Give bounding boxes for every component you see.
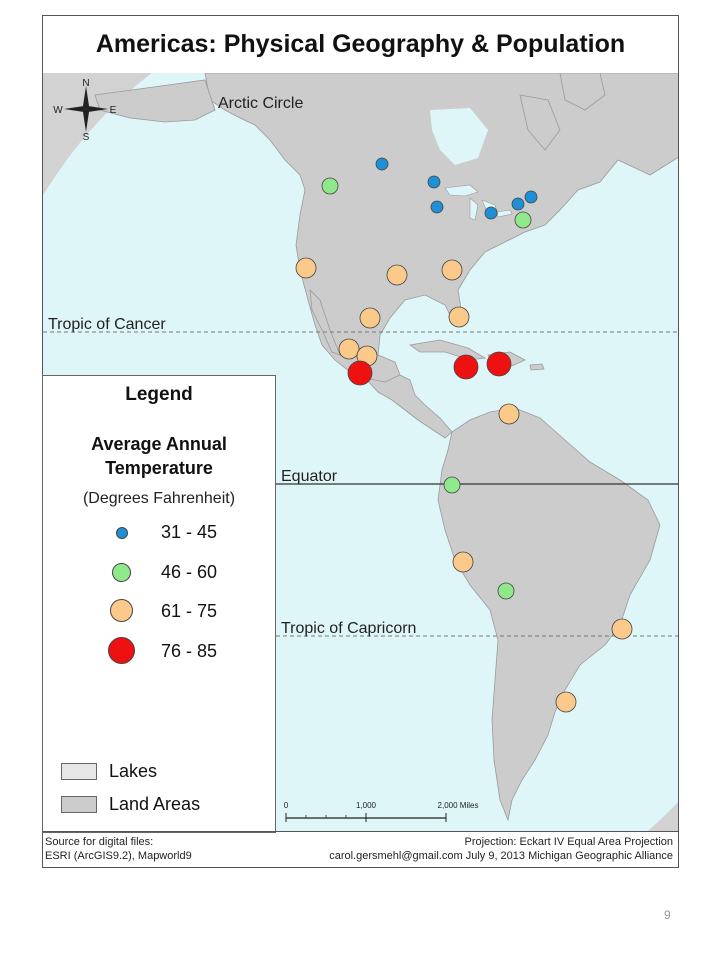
legend-class-label: 46 - 60 (161, 562, 218, 582)
legend-subtitle-line1: Average Annual (91, 434, 227, 454)
north-america-landmass (204, 73, 678, 387)
compass-s: S (83, 132, 90, 143)
credit-text: carol.gersmehl@gmail.com July 9, 2013 Mi… (329, 850, 673, 862)
point-hot (453, 354, 479, 380)
legend-class-row: 46 - 60 (43, 560, 275, 590)
compass-e: E (110, 105, 117, 116)
scale-label-2000: 2,000 Miles (438, 801, 479, 810)
legend-unit: (Degrees Fahrenheit) (82, 490, 236, 507)
point-cool (497, 582, 515, 600)
point-warm (498, 403, 520, 425)
scale-bar: 0 1,000 2,000 Miles (284, 801, 479, 822)
baffin-island (519, 94, 561, 151)
alaska-landmass (94, 79, 216, 123)
tropic-of-cancer-label: Tropic of Cancer (48, 316, 166, 333)
arctic-islands (559, 73, 606, 111)
point-warm (386, 264, 408, 286)
legend-symbol-hot (108, 637, 135, 664)
point-cool (514, 211, 532, 229)
legend-class-row: 31 - 45 (43, 520, 275, 550)
page-number: 9 (664, 908, 671, 922)
point-cold (524, 190, 538, 204)
puerto-rico-island (529, 363, 545, 371)
point-cool (443, 476, 461, 494)
source-line1: Source for digital files: (45, 836, 154, 848)
source-block: Source for digital files: ESRI (ArcGIS9.… (45, 835, 192, 863)
point-warm (611, 618, 633, 640)
point-warm (295, 257, 317, 279)
legend-class-label: 61 - 75 (161, 601, 218, 621)
credit-block: Projection: Eckart IV Equal Area Project… (329, 835, 673, 863)
legend-title: Legend (125, 384, 193, 405)
legend-subtitle-line2: Temperature (105, 458, 213, 478)
south-america-landmass (437, 407, 661, 822)
legend-symbol-warm (110, 599, 133, 622)
legend-class-row: 61 - 75 (43, 598, 275, 628)
point-warm (441, 259, 463, 281)
point-warm (448, 306, 470, 328)
point-cold (430, 200, 444, 214)
equator-label: Equator (281, 468, 338, 485)
legend-land-label: Land Areas (109, 794, 201, 814)
source-line2: ESRI (ArcGIS9.2), Mapworld9 (45, 850, 192, 862)
legend-lakes-label: Lakes (109, 761, 158, 781)
legend-box: Legend Average Annual Temperature (Degre… (42, 375, 276, 833)
legend-symbol-cool (112, 563, 131, 582)
scale-label-1000: 1,000 (356, 801, 377, 810)
point-hot (486, 351, 512, 377)
compass-n: N (82, 78, 89, 89)
legend-lakes-swatch (61, 763, 97, 780)
projection-text: Projection: Eckart IV Equal Area Project… (464, 836, 674, 848)
point-cold (511, 197, 525, 211)
arctic-circle-label: Arctic Circle (218, 95, 303, 112)
point-hot (347, 360, 373, 386)
legend-class-row: 76 - 85 (43, 637, 275, 668)
point-warm (338, 338, 360, 360)
point-cold (484, 206, 498, 220)
point-cold (427, 175, 441, 189)
baja-peninsula (309, 288, 341, 356)
point-warm (359, 307, 381, 329)
map-footer: Source for digital files: ESRI (ArcGIS9.… (42, 831, 679, 869)
temperature-points (295, 157, 633, 713)
compass-rose-icon: N S W E (53, 78, 116, 143)
point-cold (375, 157, 389, 171)
tropic-of-capricorn-label: Tropic of Capricorn (281, 620, 416, 637)
compass-w: W (53, 105, 63, 116)
hudson-bay (430, 108, 488, 165)
legend-class-label: 76 - 85 (161, 641, 218, 661)
legend-land-swatch (61, 796, 97, 813)
point-warm (452, 551, 474, 573)
legend-symbol-cold (116, 527, 128, 539)
legend-class-label: 31 - 45 (161, 522, 218, 542)
point-warm (555, 691, 577, 713)
point-cool (321, 177, 339, 195)
scale-label-0: 0 (284, 801, 289, 810)
